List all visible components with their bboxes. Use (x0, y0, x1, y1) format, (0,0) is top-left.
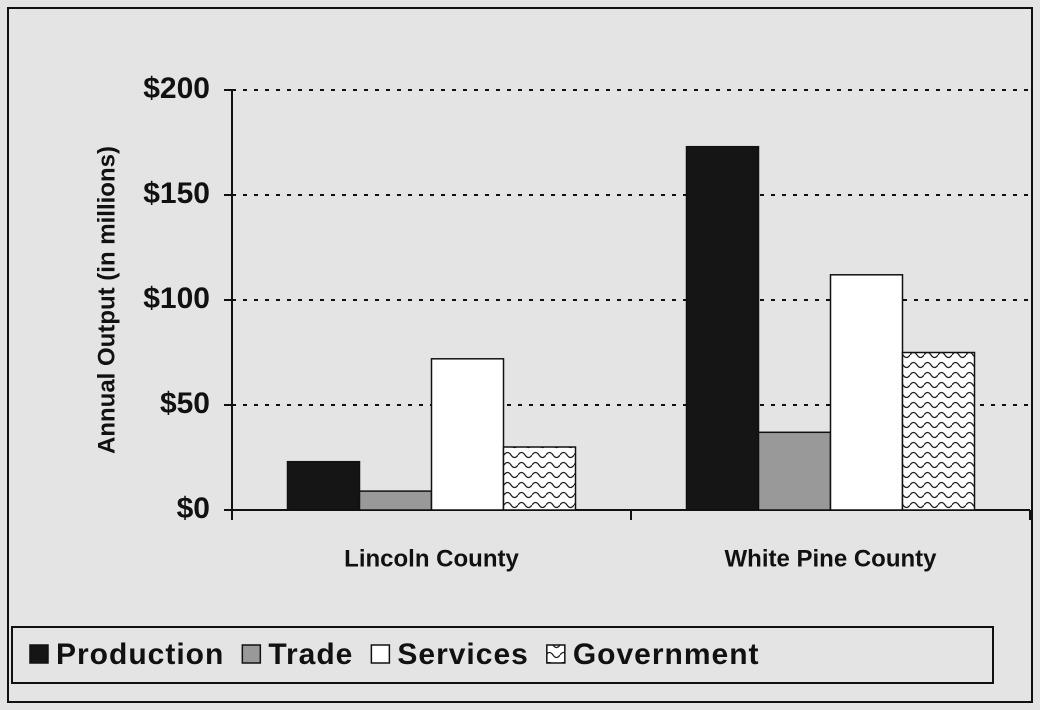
bar (358, 490, 433, 511)
bar (901, 351, 976, 511)
y-tick-label: $100 (143, 282, 210, 315)
legend-marker (241, 644, 262, 664)
legend-marker (546, 644, 566, 664)
bar (829, 274, 904, 511)
legend-label: Services (397, 638, 528, 671)
x-tick-label: Lincoln County (344, 545, 519, 572)
legend-label: Trade (268, 638, 353, 671)
legend-box (11, 626, 994, 684)
bar (502, 446, 577, 511)
bar (685, 145, 760, 511)
bar (430, 358, 505, 511)
legend-label: Production (56, 638, 224, 671)
bar (757, 431, 832, 511)
y-tick-label: $0 (177, 492, 210, 525)
y-tick-label: $50 (160, 387, 210, 420)
y-tick-label: $200 (143, 72, 210, 105)
legend-marker (370, 644, 391, 664)
y-tick-label: $150 (143, 177, 210, 210)
x-tick-label: White Pine County (725, 545, 938, 572)
bar (286, 460, 361, 511)
legend-marker (29, 644, 49, 664)
legend-label: Government (573, 638, 760, 671)
frame (7, 7, 1033, 703)
y-axis-label: Annual Output (in millions) (93, 146, 120, 454)
